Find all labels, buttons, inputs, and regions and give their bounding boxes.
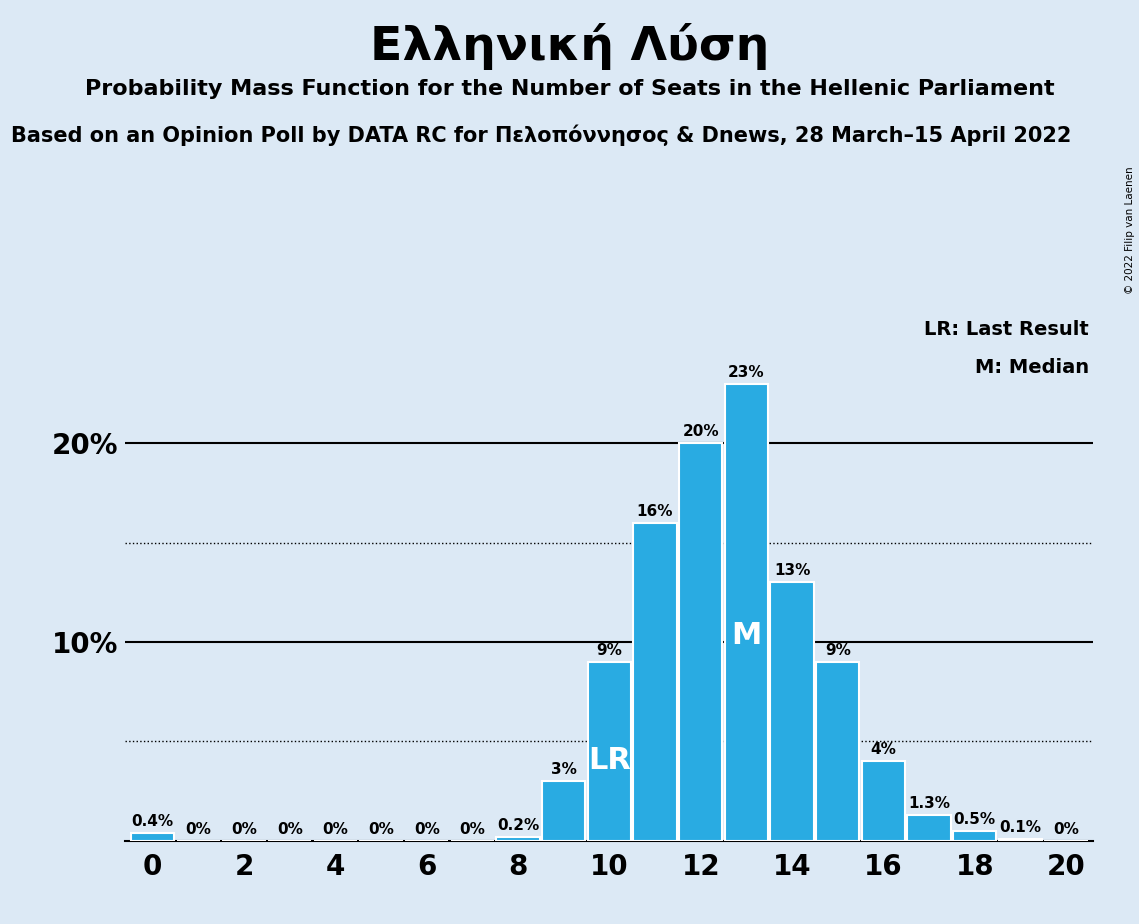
Bar xyxy=(497,837,540,841)
Bar xyxy=(953,831,997,841)
Text: 9%: 9% xyxy=(825,643,851,658)
Bar xyxy=(633,523,677,841)
Text: 0%: 0% xyxy=(277,821,303,837)
Text: © 2022 Filip van Laenen: © 2022 Filip van Laenen xyxy=(1125,166,1134,294)
Bar xyxy=(770,582,813,841)
Text: 0%: 0% xyxy=(1054,821,1079,837)
Text: 0%: 0% xyxy=(322,821,349,837)
Text: 0.2%: 0.2% xyxy=(497,818,539,833)
Text: LR: LR xyxy=(588,746,631,775)
Text: 4%: 4% xyxy=(870,742,896,758)
Text: M: Median: M: Median xyxy=(975,358,1089,377)
Text: 0%: 0% xyxy=(368,821,394,837)
Text: 0.4%: 0.4% xyxy=(132,814,174,829)
Text: 0%: 0% xyxy=(413,821,440,837)
Bar xyxy=(999,839,1042,841)
Text: 9%: 9% xyxy=(597,643,622,658)
Text: 0.1%: 0.1% xyxy=(999,820,1041,835)
Bar xyxy=(908,815,951,841)
Text: Probability Mass Function for the Number of Seats in the Hellenic Parliament: Probability Mass Function for the Number… xyxy=(84,79,1055,99)
Text: 20%: 20% xyxy=(682,424,719,440)
Bar xyxy=(131,833,174,841)
Bar xyxy=(679,444,722,841)
Text: 13%: 13% xyxy=(773,564,810,578)
Bar xyxy=(816,662,860,841)
Text: 23%: 23% xyxy=(728,365,764,380)
Bar xyxy=(588,662,631,841)
Bar xyxy=(542,781,585,841)
Text: 1.3%: 1.3% xyxy=(908,796,950,811)
Text: Ελληνική Λύση: Ελληνική Λύση xyxy=(370,23,769,70)
Text: 0%: 0% xyxy=(459,821,485,837)
Text: 0%: 0% xyxy=(186,821,212,837)
Text: 3%: 3% xyxy=(551,762,576,777)
Bar xyxy=(724,383,768,841)
Text: M: M xyxy=(731,621,762,650)
Text: LR: Last Result: LR: Last Result xyxy=(924,320,1089,339)
Text: 16%: 16% xyxy=(637,504,673,519)
Bar xyxy=(862,761,906,841)
Text: 0.5%: 0.5% xyxy=(953,812,995,827)
Text: 0%: 0% xyxy=(231,821,257,837)
Text: Based on an Opinion Poll by DATA RC for Πελοπόννησος & Dnews, 28 March–15 April : Based on an Opinion Poll by DATA RC for … xyxy=(11,125,1072,146)
